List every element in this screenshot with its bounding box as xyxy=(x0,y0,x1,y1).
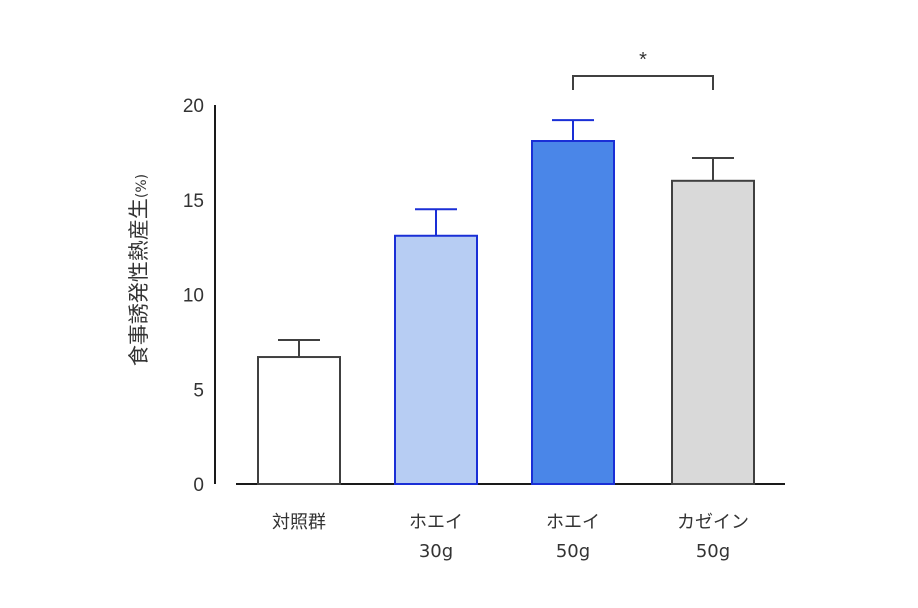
y-axis-title-text: 食事誘発性熱産生 xyxy=(127,198,151,366)
significance-bracket xyxy=(572,75,714,90)
error-bars-group xyxy=(278,119,734,358)
significance-marker: * xyxy=(639,49,647,71)
x-category-sublabel: 50g xyxy=(556,541,590,562)
y-tick-label: 0 xyxy=(193,475,204,496)
y-tick-label: 15 xyxy=(183,191,204,212)
x-category-label: 対照群 xyxy=(272,512,326,533)
bar xyxy=(531,140,615,485)
x-category-sublabel: 30g xyxy=(419,541,453,562)
bar xyxy=(671,179,755,486)
y-tick-label: 5 xyxy=(193,380,204,401)
y-axis-title: 食事誘発性熱産生(%) xyxy=(127,174,151,366)
x-category-label: カゼイン xyxy=(677,512,749,533)
bar xyxy=(257,356,341,485)
x-category-label: ホエイ xyxy=(546,512,600,533)
significance-group: * xyxy=(572,49,714,90)
y-axis-title-unit: (%) xyxy=(134,174,150,198)
bars-group xyxy=(257,140,755,486)
x-category-sublabel: 50g xyxy=(696,541,730,562)
category-labels-group: 対照群 ホエイ 30g ホエイ 50g カゼイン 50g xyxy=(272,512,749,562)
bar xyxy=(394,234,478,485)
x-category-label: ホエイ xyxy=(409,512,463,533)
y-tick-label: 10 xyxy=(183,286,204,307)
y-tick-label: 20 xyxy=(183,96,204,117)
